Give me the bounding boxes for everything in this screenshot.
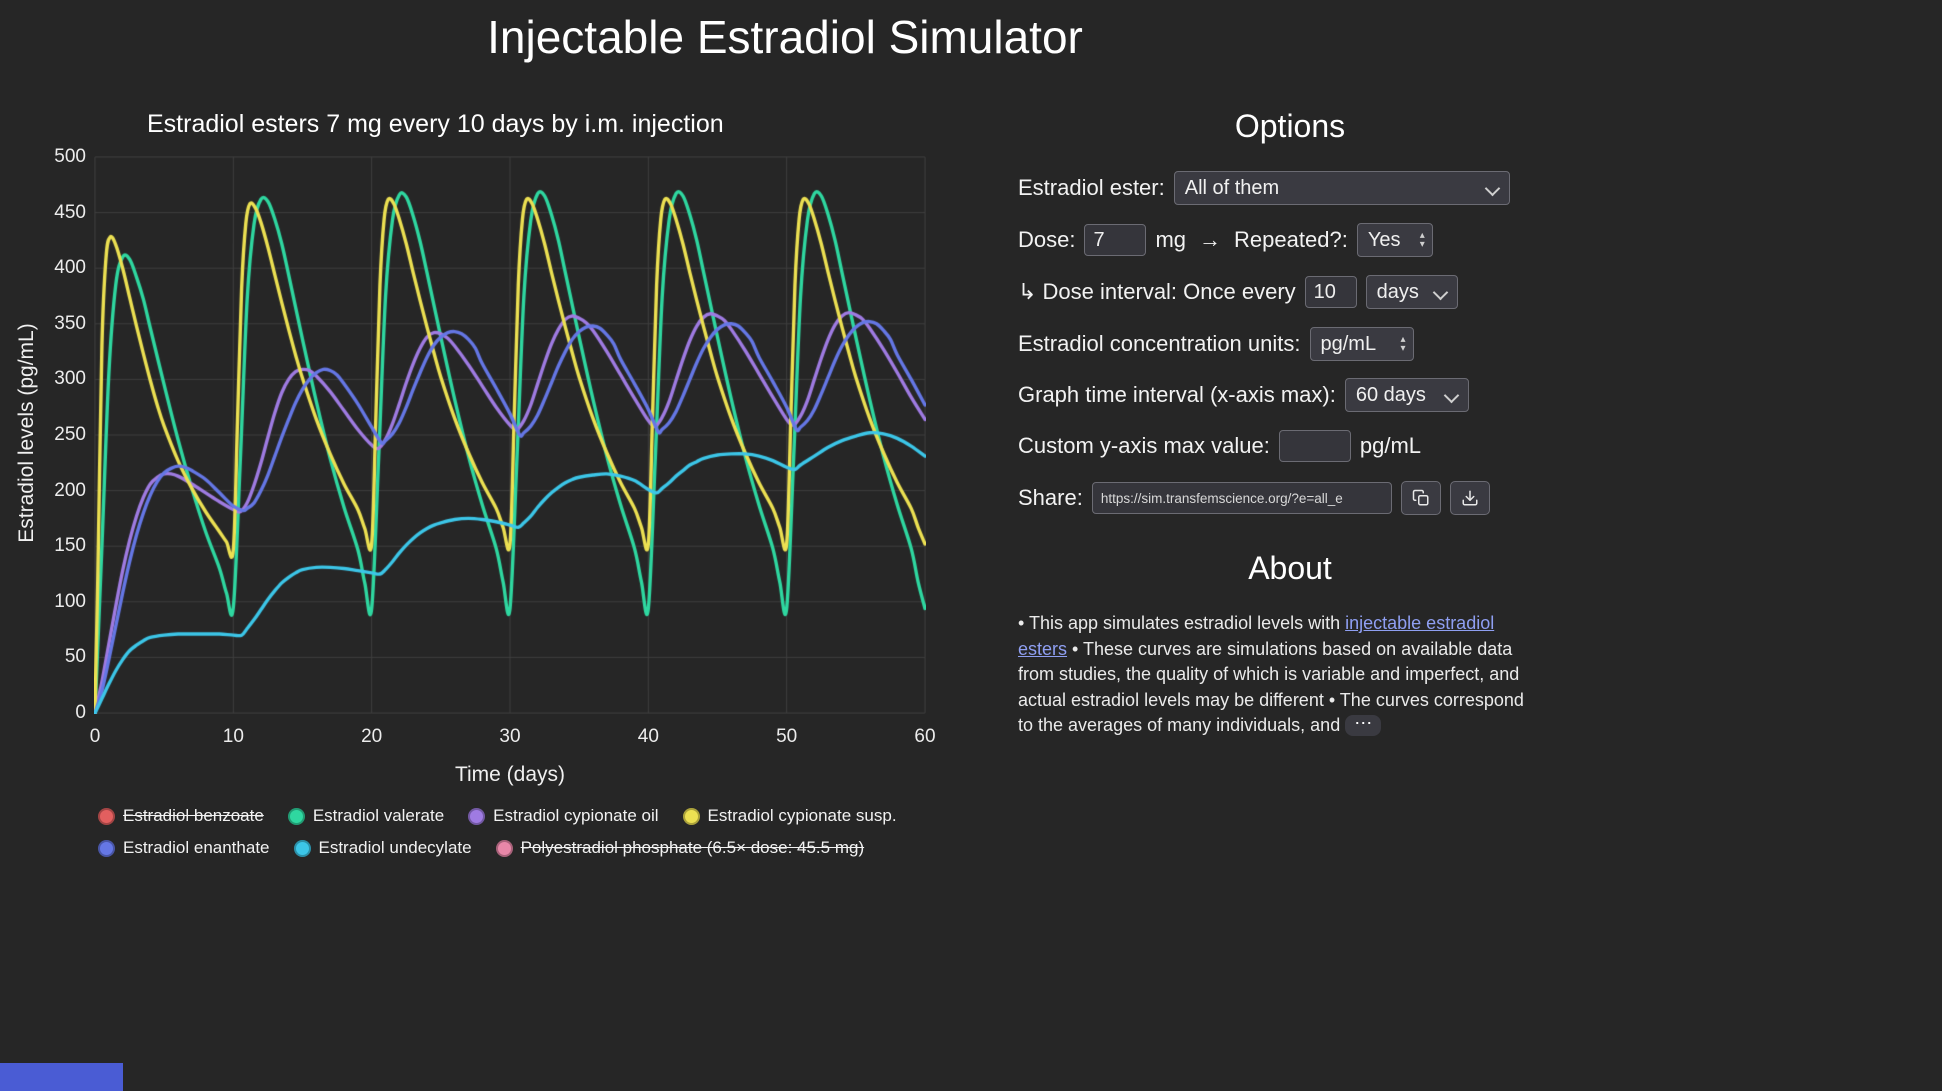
legend-label: Estradiol cypionate susp. <box>707 806 897 825</box>
x-tick-label: 10 <box>222 726 244 747</box>
legend-swatch <box>495 839 513 857</box>
interval-unit-select[interactable]: days <box>1365 275 1458 309</box>
legend-item-polyestradiol-phosphate-6-5-dose-45-5-mg[interactable]: Polyestradiol phosphate (6.5× dose: 45.5… <box>495 838 865 858</box>
up-down-arrows-icon: ▴ ▾ <box>1419 230 1425 250</box>
legend-item-estradiol-undecylate[interactable]: Estradiol undecylate <box>293 838 472 858</box>
y-tick-label: 400 <box>54 257 86 279</box>
row-ymax: Custom y-axis max value: pg/mL <box>1018 428 1510 464</box>
legend-swatch <box>682 807 700 825</box>
y-tick-label: 200 <box>54 479 86 501</box>
legend-label: Estradiol enanthate <box>123 838 270 857</box>
x-tick-label: 30 <box>499 726 521 747</box>
bottom-left-blue-bar <box>0 1063 123 1091</box>
repeated-select-value: Yes <box>1367 228 1401 251</box>
x-tick-label: 60 <box>914 726 936 747</box>
ymax-unit-label: pg/mL <box>1359 433 1422 458</box>
right-arrow-icon: → <box>1199 227 1222 252</box>
options-heading: Options <box>1234 108 1346 144</box>
legend-item-estradiol-valerate[interactable]: Estradiol valerate <box>287 806 445 826</box>
row-estradiol-ester: Estradiol ester: All of them <box>1018 170 1510 206</box>
legend-label: Estradiol undecylate <box>318 838 472 857</box>
y-tick-label: 350 <box>54 312 86 334</box>
download-image-button[interactable] <box>1449 481 1490 515</box>
legend-swatch <box>287 807 305 825</box>
legend-label: Estradiol benzoate <box>123 806 264 825</box>
legend-swatch <box>98 807 115 825</box>
xmax-select[interactable]: 60 days <box>1344 378 1469 412</box>
y-tick-label: 100 <box>54 590 86 612</box>
ymax-input[interactable] <box>1278 430 1351 462</box>
row-dose-interval: ↳ Dose interval: Once every days <box>1018 274 1510 310</box>
row-share: Share: <box>1018 480 1510 516</box>
legend-item-estradiol-cypionate-oil[interactable]: Estradiol cypionate oil <box>468 806 659 826</box>
units-select-value: pg/mL <box>1320 332 1377 355</box>
page-title: Injectable Estradiol Simulator <box>487 11 1083 63</box>
xmax-label: Graph time interval (x-axis max): <box>1018 382 1336 407</box>
share-label: Share: <box>1018 485 1083 510</box>
interval-unit-value: days <box>1376 280 1419 303</box>
units-select[interactable]: pg/mL ▴ ▾ <box>1309 327 1414 361</box>
dose-label: Dose: <box>1018 227 1076 252</box>
row-concentration-units: Estradiol concentration units: pg/mL ▴ ▾ <box>1018 326 1510 362</box>
chart-canvas[interactable] <box>94 156 926 714</box>
legend-label: Estradiol cypionate oil <box>493 806 659 825</box>
legend-label: Polyestradiol phosphate (6.5× dose: 45.5… <box>520 838 865 857</box>
about-heading: About <box>1248 550 1332 586</box>
legend-swatch <box>468 807 486 825</box>
up-down-arrows-icon: ▴ ▾ <box>1400 334 1406 354</box>
y-tick-label: 50 <box>64 646 86 668</box>
copy-link-button[interactable] <box>1400 481 1441 515</box>
dose-interval-label: ↳ Dose interval: Once every <box>1018 279 1296 304</box>
copy-icon <box>1412 489 1430 507</box>
row-graph-time-interval: Graph time interval (x-axis max): 60 day… <box>1018 377 1510 413</box>
y-tick-label: 300 <box>54 368 86 390</box>
x-tick-label: 50 <box>776 726 798 747</box>
repeated-select[interactable]: Yes ▴ ▾ <box>1356 223 1433 257</box>
chart-title: Estradiol esters 7 mg every 10 days by i… <box>147 110 724 138</box>
about-text: • This app simulates estradiol levels wi… <box>1018 611 1542 739</box>
x-tick-label: 40 <box>637 726 659 747</box>
legend-item-estradiol-benzoate[interactable]: Estradiol benzoate <box>98 806 264 826</box>
expand-about-button[interactable]: ⋯ <box>1345 713 1382 737</box>
legend-swatch <box>98 839 115 857</box>
chart-legend: Estradiol benzoate Estradiol valerate Estr… <box>98 806 998 858</box>
ellipsis-icon: ⋯ <box>1354 713 1373 734</box>
units-label: Estradiol concentration units: <box>1018 331 1301 356</box>
about-text-after: • These curves are simulations based on … <box>1018 638 1524 736</box>
x-tick-label: 0 <box>89 726 101 747</box>
y-tick-label: 150 <box>54 535 86 557</box>
download-icon <box>1461 489 1479 507</box>
injectable-esters-link[interactable]: injectable estradiol esters <box>1018 613 1495 659</box>
legend-label: Estradiol valerate <box>312 806 445 825</box>
row-dose: Dose: mg → Repeated?: Yes ▴▾ <box>1018 222 1510 258</box>
dose-interval-input[interactable] <box>1304 276 1357 308</box>
ester-label: Estradiol ester: <box>1018 175 1165 200</box>
xmax-select-value: 60 days <box>1355 383 1426 406</box>
y-tick-label: 500 <box>54 146 86 167</box>
dose-unit-label: mg <box>1155 227 1187 252</box>
ymax-label: Custom y-axis max value: <box>1018 433 1270 458</box>
legend-item-estradiol-enanthate[interactable]: Estradiol enanthate <box>98 838 270 858</box>
share-url-input[interactable] <box>1091 482 1392 514</box>
repeated-label: Repeated?: <box>1234 227 1348 252</box>
legend-item-estradiol-cypionate-susp[interactable]: Estradiol cypionate susp. <box>682 806 897 826</box>
ester-select-value: All of them <box>1184 176 1280 199</box>
x-tick-label: 20 <box>361 726 383 747</box>
y-tick-label: 250 <box>54 424 86 445</box>
about-text-before: • This app simulates estradiol levels wi… <box>1018 613 1346 633</box>
legend-swatch <box>293 839 311 857</box>
ester-select[interactable]: All of them <box>1173 171 1510 205</box>
y-tick-label: 450 <box>54 201 86 223</box>
x-axis-title: Time (days) <box>454 763 566 786</box>
dose-input[interactable] <box>1084 224 1147 256</box>
y-tick-label: 0 <box>75 702 86 723</box>
